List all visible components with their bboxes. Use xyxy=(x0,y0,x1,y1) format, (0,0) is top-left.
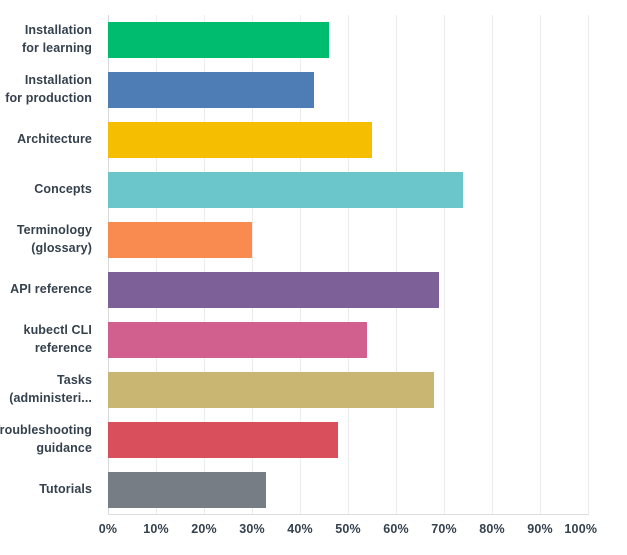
bar-api-reference xyxy=(108,272,440,308)
x-tick-label: 80% xyxy=(479,522,505,536)
x-tick-label: 10% xyxy=(143,522,169,536)
gridline-50% xyxy=(348,15,349,515)
gridline-20% xyxy=(204,15,205,515)
category-label: API reference xyxy=(10,282,92,297)
x-tick-label: 90% xyxy=(527,522,553,536)
category-label: Concepts xyxy=(34,182,92,197)
bar-kubectl-cli-reference xyxy=(108,322,368,358)
x-tick-label: 60% xyxy=(383,522,409,536)
x-tick-label: 50% xyxy=(335,522,361,536)
bar-installation-for-learning xyxy=(108,22,329,58)
gridline-10% xyxy=(156,15,157,515)
x-tick-label: 30% xyxy=(239,522,265,536)
gridline-0% xyxy=(108,15,109,515)
x-tick-label: 100% xyxy=(564,522,598,536)
x-tick-label: 20% xyxy=(191,522,217,536)
category-label: Terminology (glossary) xyxy=(16,223,92,255)
x-axis-baseline xyxy=(108,514,589,515)
plot-area xyxy=(108,15,589,515)
gridline-30% xyxy=(252,15,253,515)
x-tick-label: 0% xyxy=(98,522,118,536)
gridline-80% xyxy=(492,15,493,515)
bar-terminology-glossary xyxy=(108,222,252,258)
gridline-100% xyxy=(588,15,589,515)
category-label: Installation for learning xyxy=(22,23,92,55)
category-label: kubectl CLI reference xyxy=(23,323,92,355)
bar-installation-for-production xyxy=(108,72,315,108)
category-label: Troubleshooting guidance xyxy=(0,423,92,455)
bar-concepts xyxy=(108,172,464,208)
bar-tasks-administeri xyxy=(108,372,435,408)
category-label: Architecture xyxy=(17,132,92,147)
category-label: Tasks (administeri... xyxy=(9,373,92,405)
bar-tutorials xyxy=(108,472,267,508)
category-label: Tutorials xyxy=(39,482,92,497)
gridline-70% xyxy=(444,15,445,515)
x-tick-label: 70% xyxy=(431,522,457,536)
bar-architecture xyxy=(108,122,372,158)
bar-troubleshooting-guidance xyxy=(108,422,339,458)
gridline-40% xyxy=(300,15,301,515)
x-tick-label: 40% xyxy=(287,522,313,536)
gridline-60% xyxy=(396,15,397,515)
category-label: Installation for production xyxy=(5,73,92,105)
gridline-90% xyxy=(540,15,541,515)
